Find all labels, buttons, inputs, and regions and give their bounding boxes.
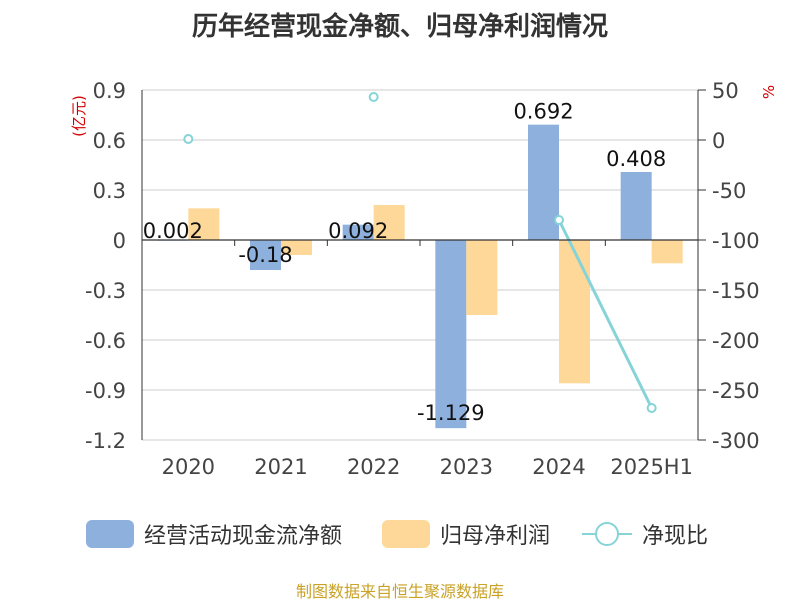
- bar-cash-flow: [435, 240, 467, 429]
- legend-label-ratio: 净现比: [642, 524, 709, 549]
- left-tick-label: -0.9: [85, 379, 126, 403]
- line-series: [183, 92, 657, 413]
- ratio-line: [557, 219, 654, 409]
- x-tick-label: 2022: [347, 455, 400, 479]
- right-tick-label: -200: [712, 329, 760, 353]
- right-tick-label: -150: [712, 279, 760, 303]
- left-tick-label: 0: [113, 229, 126, 253]
- data-label-cash-flow: 0.002: [143, 219, 203, 243]
- left-tick-label: 0.3: [93, 179, 126, 203]
- right-tick-label: -250: [712, 379, 760, 403]
- right-tick-label: -300: [712, 429, 760, 453]
- left-tick-label: 0.9: [93, 79, 126, 103]
- bar-net-profit: [559, 240, 590, 384]
- legend-label-net-profit: 归母净利润: [440, 524, 551, 549]
- x-tick-label: 2025H1: [610, 455, 693, 479]
- legend-item-cash-flow[interactable]: 经营活动现金流净额: [86, 518, 342, 550]
- grid-lines: [142, 89, 698, 441]
- bar-series: [157, 124, 683, 429]
- chart-title: 历年经营现金净额、归母净利润情况: [191, 12, 608, 42]
- x-tick-label: 2023: [440, 455, 493, 479]
- bar-cash-flow: [620, 172, 652, 240]
- legend-swatch-cash-flow: [86, 520, 134, 548]
- right-tick-label: 0: [712, 129, 725, 153]
- data-labels: 0.002 -0.18 0.092 -1.129 0.692 0.408: [143, 100, 666, 425]
- left-tick-label: -1.2: [85, 429, 126, 453]
- left-tick-label: 0.6: [93, 129, 126, 153]
- legend-swatch-net-profit: [382, 520, 430, 548]
- right-tick-label: -50: [712, 179, 746, 203]
- bar-cash-flow: [528, 124, 559, 240]
- bar-net-profit: [651, 240, 683, 264]
- data-label-cash-flow: 0.408: [606, 147, 666, 171]
- bar-net-profit: [188, 208, 220, 240]
- bar-cash-flow: [250, 240, 281, 270]
- bar-net-profit: [281, 240, 312, 255]
- x-tick-label: 2021: [254, 455, 307, 479]
- legend-label-cash-flow: 经营活动现金流净额: [144, 524, 343, 549]
- legend-item-ratio[interactable]: 净现比: [582, 518, 708, 550]
- ratio-point: [368, 92, 379, 102]
- data-label-cash-flow: -1.129: [417, 401, 485, 425]
- data-label-cash-flow: -0.18: [238, 243, 292, 267]
- ratio-point: [646, 403, 657, 413]
- bar-cash-flow: [342, 224, 374, 240]
- left-axis-unit: (亿元): [70, 95, 88, 137]
- right-axis: 50 0 -50 -100 -150 -200 -250 -300: [697, 79, 760, 453]
- bar-net-profit: [466, 240, 498, 315]
- legend-swatch-ratio: [582, 520, 632, 548]
- x-tick-label: 2020: [162, 455, 215, 479]
- source-note: 制图数据来自恒生聚源数据库: [295, 582, 504, 601]
- data-label-cash-flow: 0.692: [513, 100, 573, 124]
- x-tick-label: 2024: [532, 455, 585, 479]
- right-tick-label: -100: [712, 229, 760, 253]
- left-tick-label: -0.6: [85, 329, 126, 353]
- right-axis-unit: %: [760, 85, 778, 99]
- bar-net-profit: [373, 205, 405, 240]
- left-tick-label: -0.3: [85, 279, 126, 303]
- data-label-cash-flow: 0.092: [328, 219, 388, 243]
- left-axis: 0.9 0.6 0.3 0 -0.3 -0.6 -0.9 -1.2: [85, 79, 143, 453]
- ratio-point: [183, 134, 194, 144]
- legend-item-net-profit[interactable]: 归母净利润: [382, 518, 550, 550]
- right-tick-label: 50: [712, 79, 739, 103]
- ratio-point: [554, 215, 564, 225]
- x-axis: 2020 2021 2022 2023 2024 2025H1: [141, 239, 699, 479]
